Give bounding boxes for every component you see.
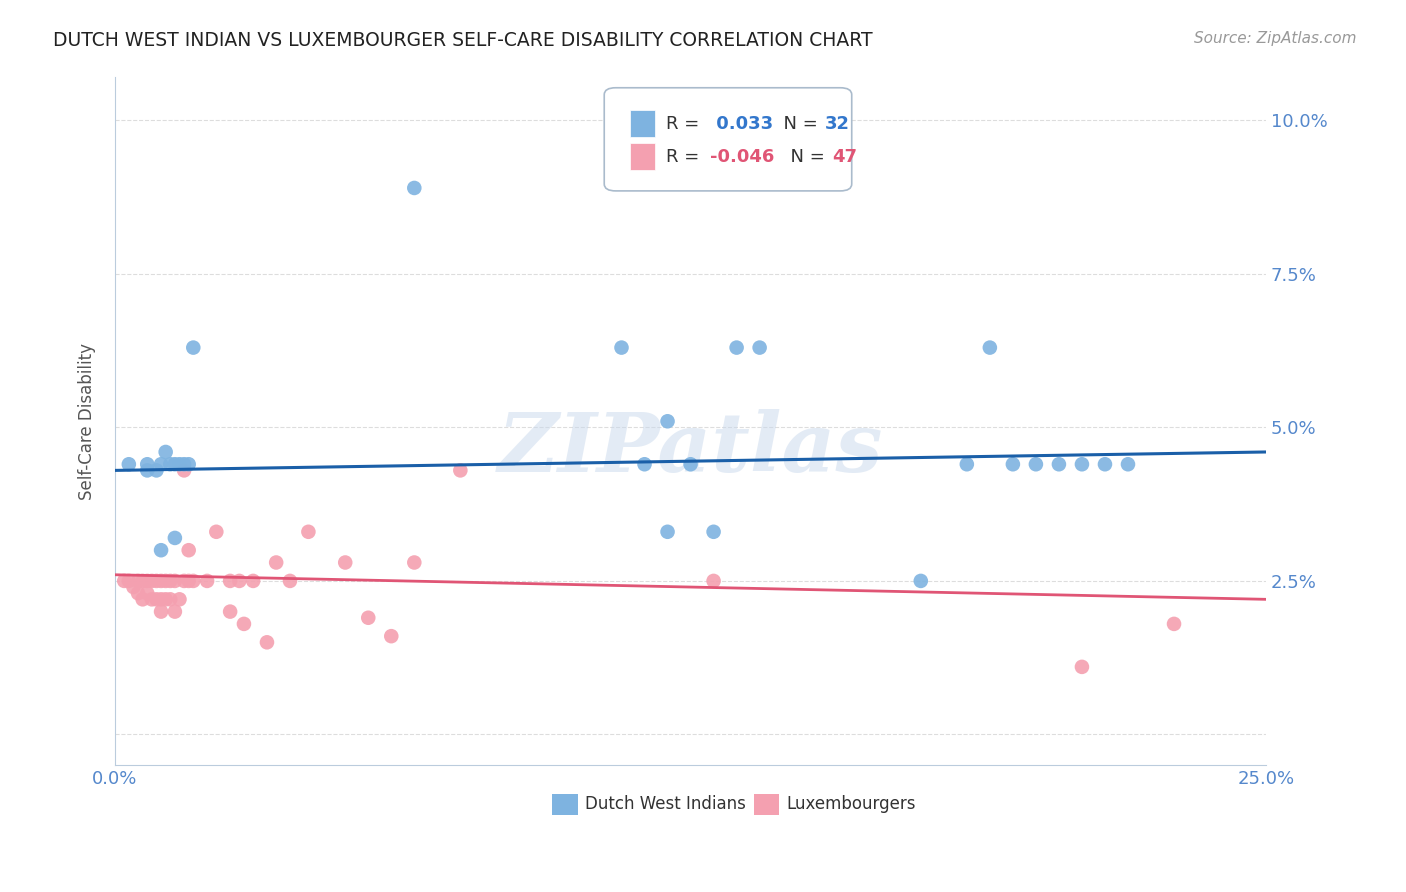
Point — [155, 592, 177, 607]
Point — [150, 543, 173, 558]
Point — [112, 574, 135, 588]
Point — [219, 605, 242, 619]
Point — [228, 574, 250, 588]
Point — [233, 616, 256, 631]
Point — [1047, 457, 1070, 471]
Point — [141, 574, 163, 588]
Point — [136, 574, 159, 588]
Point — [150, 605, 173, 619]
Point — [1025, 457, 1047, 471]
Point — [173, 457, 195, 471]
Text: 47: 47 — [832, 147, 858, 166]
Point — [657, 414, 679, 428]
Point — [1001, 457, 1024, 471]
FancyBboxPatch shape — [630, 111, 655, 136]
Point — [380, 629, 402, 643]
Text: R =: R = — [666, 114, 706, 133]
Point — [159, 574, 181, 588]
Point — [141, 592, 163, 607]
Text: N =: N = — [772, 114, 824, 133]
FancyBboxPatch shape — [630, 144, 655, 169]
Point — [1116, 457, 1139, 471]
Point — [136, 457, 159, 471]
Point — [195, 574, 218, 588]
Point — [1071, 660, 1094, 674]
Point — [264, 556, 287, 570]
Point — [177, 457, 200, 471]
Point — [173, 574, 195, 588]
Text: Dutch West Indians: Dutch West Indians — [585, 796, 745, 814]
Point — [205, 524, 228, 539]
Point — [173, 463, 195, 477]
Point — [910, 574, 932, 588]
Point — [177, 543, 200, 558]
Point — [242, 574, 264, 588]
Point — [145, 574, 167, 588]
Point — [150, 574, 173, 588]
Point — [256, 635, 278, 649]
Point — [131, 574, 153, 588]
Point — [159, 592, 181, 607]
Point — [150, 457, 173, 471]
Point — [118, 574, 141, 588]
Point — [657, 524, 679, 539]
Text: Source: ZipAtlas.com: Source: ZipAtlas.com — [1194, 31, 1357, 46]
Point — [127, 574, 149, 588]
Point — [159, 457, 181, 471]
Point — [122, 580, 145, 594]
Point — [155, 445, 177, 459]
Point — [748, 341, 770, 355]
Point — [703, 574, 725, 588]
Text: 32: 32 — [825, 114, 851, 133]
Point — [181, 341, 204, 355]
Point — [404, 556, 426, 570]
FancyBboxPatch shape — [754, 794, 779, 814]
Point — [956, 457, 979, 471]
Point — [1163, 616, 1185, 631]
Point — [163, 531, 186, 545]
Point — [1094, 457, 1116, 471]
Point — [145, 463, 167, 477]
Point — [404, 181, 426, 195]
Point — [127, 586, 149, 600]
Text: ZIPatlas: ZIPatlas — [498, 409, 883, 489]
Point — [163, 574, 186, 588]
Point — [703, 524, 725, 539]
Point — [979, 341, 1001, 355]
Point — [449, 463, 471, 477]
Point — [219, 574, 242, 588]
Point — [169, 457, 191, 471]
FancyBboxPatch shape — [605, 87, 852, 191]
Text: 0.033: 0.033 — [710, 114, 773, 133]
Point — [725, 341, 748, 355]
Point — [278, 574, 301, 588]
Point — [1071, 457, 1094, 471]
Point — [335, 556, 357, 570]
Text: DUTCH WEST INDIAN VS LUXEMBOURGER SELF-CARE DISABILITY CORRELATION CHART: DUTCH WEST INDIAN VS LUXEMBOURGER SELF-C… — [53, 31, 873, 50]
Point — [177, 574, 200, 588]
FancyBboxPatch shape — [553, 794, 578, 814]
Point — [163, 605, 186, 619]
Point — [633, 457, 655, 471]
Point — [679, 457, 702, 471]
Text: R =: R = — [666, 147, 706, 166]
Point — [155, 574, 177, 588]
Y-axis label: Self-Care Disability: Self-Care Disability — [79, 343, 96, 500]
Point — [136, 463, 159, 477]
Point — [136, 586, 159, 600]
Point — [150, 592, 173, 607]
Point — [610, 341, 633, 355]
Point — [357, 611, 380, 625]
Text: N =: N = — [779, 147, 831, 166]
Point — [181, 574, 204, 588]
Text: -0.046: -0.046 — [710, 147, 775, 166]
Point — [145, 592, 167, 607]
Point — [169, 592, 191, 607]
Point — [131, 592, 153, 607]
Point — [118, 457, 141, 471]
Text: Luxembourgers: Luxembourgers — [786, 796, 915, 814]
Point — [297, 524, 319, 539]
Point — [163, 457, 186, 471]
